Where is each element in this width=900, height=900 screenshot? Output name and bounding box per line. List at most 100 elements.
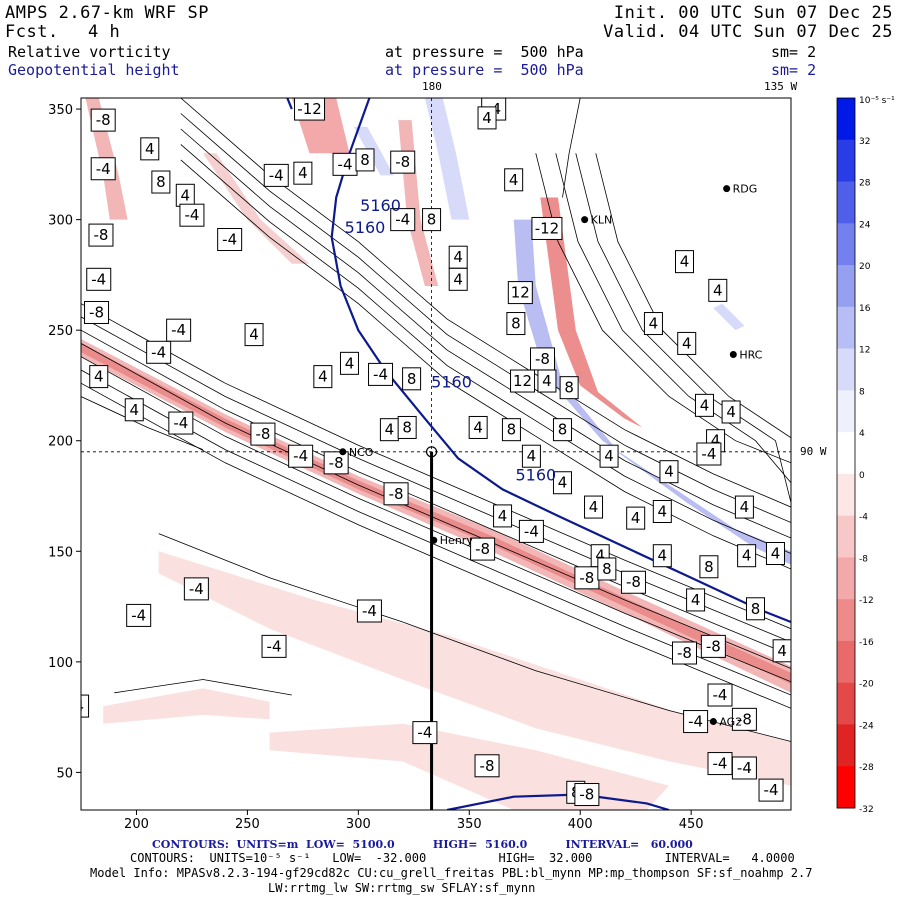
vorticity-label: 4 (742, 547, 752, 565)
vorticity-band (158, 551, 791, 786)
vorticity-contour-line (81, 316, 791, 643)
vorticity-label-box (339, 351, 359, 375)
vorticity-band (203, 153, 310, 264)
colorbar-tick-label: 32 (859, 137, 870, 147)
vorticity-label-box (731, 756, 757, 780)
vorticity-label: -8 (626, 573, 641, 591)
vorticity-label: -4 (69, 697, 84, 715)
vorticity-label: 4 (453, 270, 463, 288)
vorticity-label: 4 (498, 507, 508, 525)
init-time: Init. 00 UTC Sun 07 Dec 25 (613, 3, 893, 23)
colorbar-tick-label: -4 (859, 513, 868, 523)
vorticity-label: 8 (602, 560, 612, 578)
vorticity-label: -4 (269, 166, 284, 184)
vorticity-label: 4 (631, 509, 641, 527)
y-tick-label: 250 (48, 324, 73, 339)
vorticity-contour-line (81, 396, 204, 450)
vorticity-label-box (166, 318, 192, 342)
vorticity-label-box (731, 707, 757, 731)
footer-height-contours: CONTOURS: UNITS=m LOW= 5100.0 HIGH= 5160… (152, 838, 693, 851)
vorticity-label-box (288, 444, 314, 468)
field2-smoothing: sm= 2 (771, 61, 817, 79)
vorticity-label-box (510, 369, 536, 393)
vorticity-label: 4 (649, 315, 659, 333)
x-tick-label: 450 (679, 817, 704, 832)
vorticity-label: 4 (771, 545, 781, 563)
vorticity-band (103, 688, 270, 724)
vorticity-label-box (694, 393, 714, 417)
x-tick-label: 300 (346, 817, 371, 832)
vorticity-contour-line (180, 113, 791, 523)
colorbar-swatch (837, 599, 855, 642)
vorticity-label: -8 (389, 485, 404, 503)
y-tick-label: 100 (48, 656, 73, 671)
vorticity-label: 8 (511, 315, 521, 333)
model-title: AMPS 2.67-km WRF SP (5, 3, 209, 23)
vorticity-label: -8 (579, 786, 594, 804)
colorbar-frame (836, 97, 856, 809)
crosshair (81, 98, 791, 810)
vorticity-label-box (390, 208, 416, 232)
vorticity-label: -12 (297, 100, 322, 118)
vorticity-label-box (368, 362, 394, 386)
colorbar: 10⁻⁵ s⁻¹ 32 28 24 20 16 12 8 4 0 -4 -8 -12 -16 -20 -24 -… (836, 96, 895, 815)
vorticity-label: 4 (713, 281, 723, 299)
vorticity-label-box (448, 267, 468, 291)
field2-pressure: at pressure = 500 hPa (385, 61, 584, 79)
vorticity-label: 4 (726, 403, 736, 421)
colorbar-tick-label: 8 (859, 387, 865, 397)
vorticity-label: -4 (151, 343, 166, 361)
colorbar-tick-label: -32 (859, 805, 874, 815)
vorticity-label-box (599, 444, 619, 468)
vorticity-label: 12 (511, 284, 530, 302)
station-marker (729, 350, 737, 358)
vorticity-label-box (530, 347, 555, 371)
vorticity-label: 4 (298, 164, 308, 182)
vorticity-label: 4 (700, 396, 710, 414)
vorticity-contour-line (81, 343, 791, 669)
vorticity-label: -4 (338, 155, 353, 173)
colorbar-swatch (837, 223, 855, 266)
vorticity-label-box (313, 365, 333, 389)
vorticity-label-box (683, 710, 709, 734)
vorticity-contour-line (81, 303, 791, 630)
vorticity-label: -4 (131, 606, 146, 624)
vorticity-label: -8 (395, 153, 410, 171)
vorticity-label: 4 (691, 591, 701, 609)
vorticity-label: 4 (658, 547, 668, 565)
vorticity-band (424, 98, 470, 220)
vorticity-label-box (700, 634, 726, 658)
vorticity-label-box (470, 537, 496, 561)
vorticity-label-box (90, 157, 116, 181)
station-label: HRC (739, 348, 762, 361)
colorbar-swatch (837, 390, 855, 433)
fcst-value: 4 h (88, 22, 121, 42)
colorbar-tick-label: -20 (859, 680, 874, 690)
vorticity-label: -8 (329, 454, 344, 472)
lon-label-180: 180 (422, 80, 442, 93)
height-labels: 5160 5160 5160 5160 (345, 196, 557, 485)
vorticity-label-box (626, 506, 646, 530)
vorticity-label-box (217, 228, 243, 252)
vorticity-contour-line (555, 153, 791, 483)
station-label: AG2 (719, 716, 742, 729)
y-tick-label: 300 (48, 214, 73, 229)
vorticity-label-box (506, 312, 526, 336)
vorticity-label: -4 (96, 160, 111, 178)
lon-label-135w: 135 W (764, 80, 798, 93)
vorticity-label-box (721, 400, 741, 424)
vorticity-label-box (86, 267, 112, 291)
vorticity-contour-line (81, 329, 791, 656)
vorticity-label-box (250, 422, 276, 446)
y-tick-label: 350 (48, 103, 73, 118)
colorbar-tick-label: -8 (859, 554, 868, 564)
vorticity-label-box (402, 367, 422, 391)
vorticity-label-box (90, 108, 116, 132)
vorticity-label: 4 (345, 354, 355, 372)
vorticity-label-box (356, 599, 382, 623)
height-contour-5160-north (286, 98, 293, 110)
vorticity-label-box (737, 544, 757, 568)
colorbar-swatch (837, 265, 855, 308)
vorticity-label-box (124, 398, 144, 422)
